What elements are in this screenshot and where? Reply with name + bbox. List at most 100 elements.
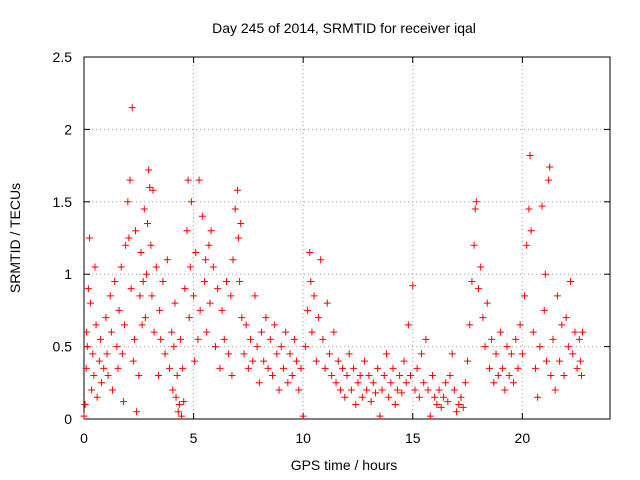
data-point [258,328,266,336]
data-point [304,306,312,314]
data-point [135,372,143,380]
data-point [347,386,355,394]
data-point [146,183,154,191]
data-point [477,263,485,271]
data-point [444,398,452,406]
data-point [159,277,167,285]
data-point [207,227,215,235]
data-point [556,357,564,365]
data-point [89,350,97,358]
data-point [411,386,419,394]
data-point [288,372,296,380]
y-tick-label: 0.5 [53,339,73,355]
data-point [114,364,122,372]
data-point [266,335,274,343]
data-point [104,372,112,380]
data-point [203,328,211,336]
data-point [183,227,191,235]
data-point [96,335,104,343]
data-point [301,343,309,351]
y-tick-label: 1.5 [53,194,73,210]
y-tick-label: 1 [64,266,72,282]
data-point [542,357,550,365]
data-point [268,372,276,380]
data-point [148,292,156,300]
data-point [290,335,298,343]
data-point [132,227,140,235]
data-point [282,328,290,336]
data-point [220,335,228,343]
data-point [352,401,360,409]
data-point [501,386,509,394]
data-point [518,350,526,358]
data-point [488,335,496,343]
x-tick-label: 0 [80,430,88,446]
data-point [115,306,123,314]
data-point [323,299,331,307]
data-point [152,263,160,271]
data-point [526,151,534,159]
data-point [382,350,390,358]
data-point [328,372,336,380]
data-point [308,328,316,336]
data-point [435,386,443,394]
data-point [442,379,450,387]
data-point [205,241,213,249]
data-point [142,270,150,278]
data-points [80,104,587,420]
data-point [317,256,325,264]
data-point [295,386,303,394]
data-point [380,372,388,380]
data-point [251,292,259,300]
data-point [312,357,320,365]
data-point [242,321,250,329]
data-point [378,386,386,394]
data-point [578,372,586,380]
data-point [499,364,507,372]
data-point [507,350,515,358]
data-point [400,357,408,365]
data-point [439,393,447,401]
data-point [490,379,498,387]
data-point [457,393,465,401]
data-point [118,350,126,358]
data-point [133,408,141,416]
data-point [139,277,147,285]
x-tick-label: 15 [405,430,421,446]
data-point [496,328,504,336]
plot-frame [83,56,611,420]
x-tick-label: 5 [190,430,198,446]
data-point [206,299,214,307]
data-point [527,227,535,235]
data-point [536,343,544,351]
data-point [175,401,183,409]
data-point [459,403,467,411]
data-point [81,401,89,409]
data-point [122,241,130,249]
data-point [275,386,283,394]
data-point [545,176,553,184]
data-point [249,357,257,365]
data-point [461,379,469,387]
data-point [470,241,478,249]
data-point [233,186,241,194]
data-point [433,401,441,409]
data-point [293,357,301,365]
data-point [176,335,184,343]
data-point [161,350,169,358]
data-point [306,248,314,256]
data-point [157,335,165,343]
data-point [214,285,222,293]
data-point [218,306,226,314]
data-point [145,166,153,174]
data-point [100,364,108,372]
data-point [325,350,333,358]
data-point [147,241,155,249]
data-point [551,386,559,394]
data-point [170,343,178,351]
data-point [264,364,272,372]
data-point [117,263,125,271]
data-point [538,202,546,210]
data-point [172,393,180,401]
data-point [567,277,575,285]
